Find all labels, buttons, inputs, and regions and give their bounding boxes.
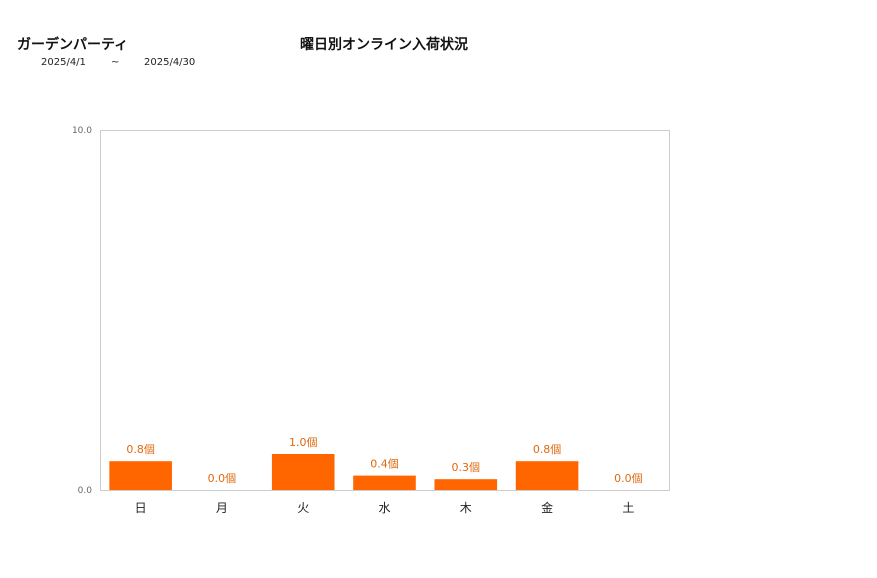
- data-label: 1.0個: [289, 436, 318, 449]
- date-start: 2025/4/1: [41, 57, 86, 68]
- data-label: 0.8個: [126, 443, 155, 456]
- x-tick-label: 月: [216, 501, 228, 515]
- x-tick-label: 金: [541, 500, 553, 515]
- bar: [515, 461, 579, 490]
- data-label: 0.0個: [208, 472, 237, 485]
- y-tick-label: 0.0: [78, 486, 93, 496]
- x-tick-label: 日: [135, 501, 147, 515]
- x-tick-label: 木: [460, 501, 472, 515]
- date-end: 2025/4/30: [144, 57, 196, 68]
- data-label: 0.4個: [370, 458, 399, 471]
- bar: [353, 475, 416, 490]
- bar: [434, 479, 498, 490]
- date-separator: ~: [111, 57, 120, 68]
- data-label: 0.3個: [452, 461, 481, 474]
- bar: [109, 461, 172, 490]
- plot-frame: [100, 130, 670, 491]
- x-tick-label: 水: [378, 501, 390, 515]
- bar: [271, 454, 335, 490]
- store-name: ガーデンパーティ: [17, 37, 129, 53]
- data-label: 0.8個: [533, 443, 562, 456]
- x-tick-label: 土: [622, 501, 634, 515]
- chart-title: 曜日別オンライン入荷状況: [300, 37, 468, 53]
- x-tick-label: 火: [297, 501, 309, 515]
- y-tick-label: 10.0: [72, 126, 92, 136]
- data-label: 0.0個: [614, 472, 643, 485]
